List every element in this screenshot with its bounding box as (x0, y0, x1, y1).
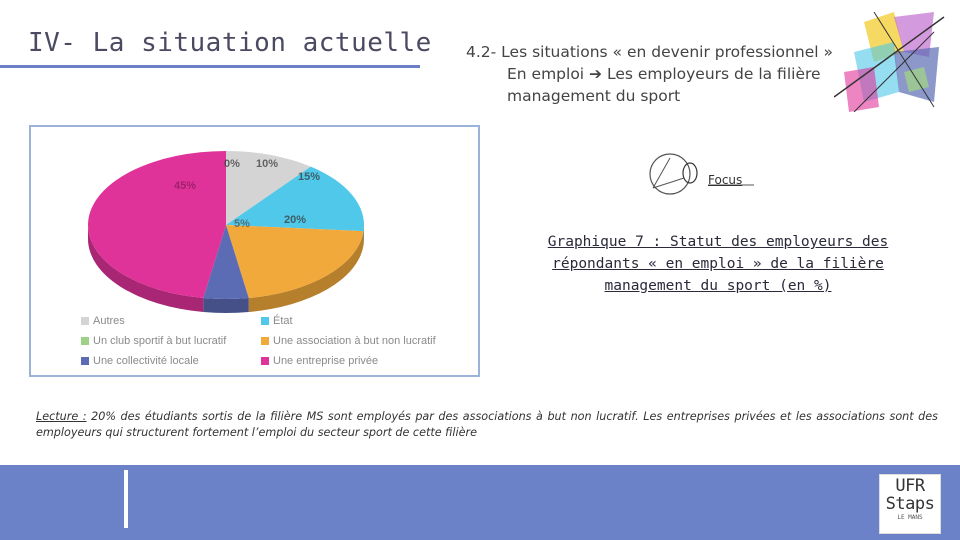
legend-label: Une entreprise privée (273, 355, 379, 367)
pie-slice-side (203, 297, 249, 313)
subtitle-line-1: 4.2- Les situations « en devenir profess… (466, 43, 833, 61)
graph-title-line-3: management du sport (en %) (604, 278, 832, 294)
subtitle-line-2: En emploi ➔ Les employeurs de la filière (507, 65, 821, 83)
legend-item: État (261, 315, 293, 327)
page-title: IV- La situation actuelle (28, 28, 432, 58)
pie-chart: 10% 15% 0% 20% 5% 45% (88, 151, 364, 313)
title-underline (0, 65, 420, 68)
legend-label: État (273, 315, 293, 327)
graph-title: Graphique 7 : Statut des employeurs des … (540, 231, 896, 297)
legend-swatch (81, 357, 89, 365)
reading-note: Lecture : 20% des étudiants sortis de la… (36, 409, 938, 441)
reading-note-text: 20% des étudiants sortis de la filière M… (36, 410, 938, 439)
pie-slice (226, 166, 364, 232)
focus-icon (649, 153, 754, 195)
pie-data-label: 45% (174, 180, 196, 192)
legend-item: Autres (81, 315, 125, 327)
legend-label: Autres (93, 315, 125, 327)
section-subtitle: 4.2- Les situations « en devenir profess… (466, 41, 833, 107)
legend-label: Un club sportif à but lucratif (93, 335, 227, 347)
legend-item: Un club sportif à but lucratif (81, 335, 226, 347)
legend-swatch (261, 357, 269, 365)
legend-swatch (81, 317, 89, 325)
ufr-staps-logo: UFR Staps LE MANS (879, 474, 941, 534)
decorative-graphic (834, 12, 945, 112)
focus-label: Focus (708, 173, 743, 187)
pie-slice (226, 225, 364, 298)
legend-item: Une association à but non lucratif (261, 335, 436, 347)
subtitle-line-3: management du sport (507, 87, 681, 105)
legend-swatch (81, 337, 89, 345)
legend-item: Une entreprise privée (261, 355, 378, 367)
pie-data-label: 15% (298, 171, 320, 183)
reading-note-label: Lecture : (36, 410, 87, 423)
pie-data-label: 10% (256, 158, 278, 170)
footer-divider (124, 470, 128, 528)
legend-swatch (261, 317, 269, 325)
legend-label: Une association à but non lucratif (273, 335, 436, 347)
pie-chart-panel: 10% 15% 0% 20% 5% 45% Autres État Un club sport… (29, 125, 480, 377)
pie-slice-side (248, 231, 364, 312)
pie-data-label: 5% (234, 218, 250, 230)
legend-label: Une collectivité locale (93, 355, 199, 367)
graph-title-line-1: Graphique 7 : Statut des employeurs des (547, 234, 889, 250)
legend-swatch (261, 337, 269, 345)
graph-title-line-2: répondants « en emploi » de la filière (552, 256, 884, 272)
pie-data-label: 20% (284, 214, 306, 226)
legend-item: Une collectivité locale (81, 355, 199, 367)
pie-slice-side (88, 225, 204, 312)
pie-data-label: 0% (224, 158, 240, 170)
pie-slice (226, 151, 311, 225)
footer-band (0, 465, 960, 540)
pie-slice (203, 225, 249, 299)
pie-slice (88, 151, 226, 298)
